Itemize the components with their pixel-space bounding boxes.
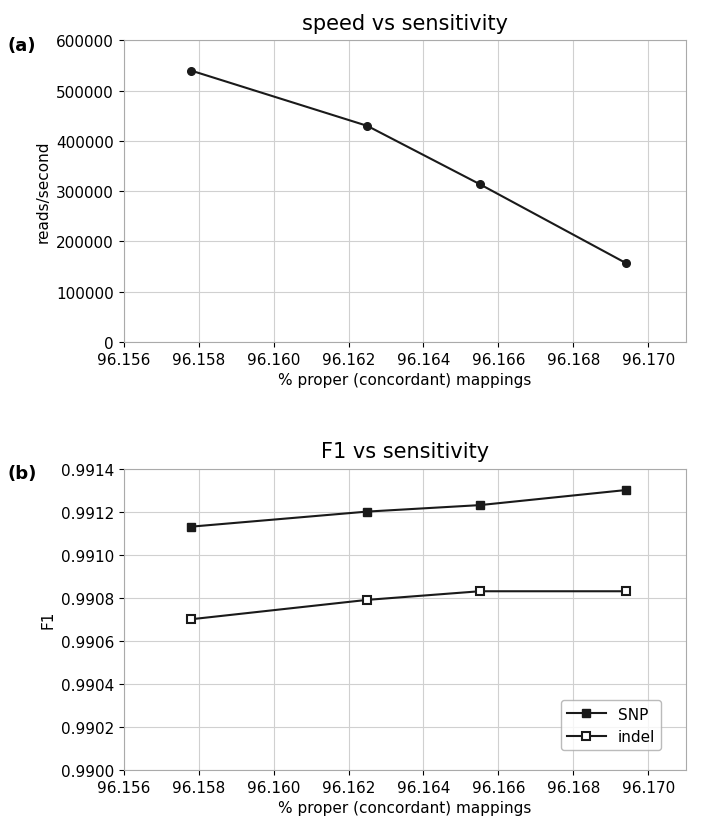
Text: (b): (b)	[7, 465, 37, 483]
Y-axis label: F1: F1	[40, 610, 55, 628]
Title: speed vs sensitivity: speed vs sensitivity	[302, 14, 508, 34]
SNP	[621, 485, 630, 495]
Text: (a): (a)	[7, 37, 35, 55]
indel	[187, 614, 195, 624]
SNP	[363, 507, 371, 517]
X-axis label: % proper (concordant) mappings: % proper (concordant) mappings	[278, 373, 532, 388]
Line: indel: indel	[187, 588, 630, 623]
SNP	[187, 522, 195, 532]
SNP	[475, 501, 484, 511]
Line: SNP: SNP	[187, 487, 630, 531]
indel	[621, 586, 630, 596]
indel	[475, 586, 484, 596]
Title: F1 vs sensitivity: F1 vs sensitivity	[321, 442, 489, 462]
Legend: SNP, indel: SNP, indel	[561, 700, 661, 750]
indel	[363, 595, 371, 605]
X-axis label: % proper (concordant) mappings: % proper (concordant) mappings	[278, 801, 532, 816]
Y-axis label: reads/second: reads/second	[35, 141, 51, 243]
